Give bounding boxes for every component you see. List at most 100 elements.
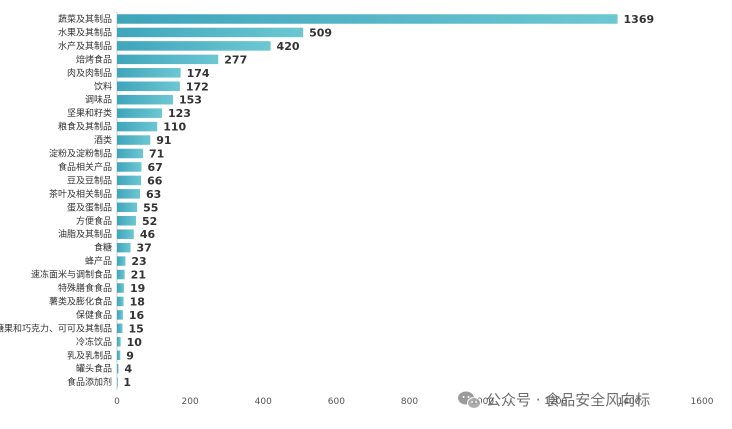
- value-label: 37: [137, 242, 152, 255]
- value-label: 1: [123, 376, 131, 389]
- value-label: 277: [224, 53, 247, 66]
- bar: [117, 310, 123, 320]
- value-label: 15: [128, 322, 143, 335]
- bar: [117, 296, 124, 307]
- value-label: 19: [130, 282, 145, 295]
- bar: [117, 269, 125, 280]
- value-label: 420: [277, 40, 300, 53]
- category-label: 茶叶及相关制品: [49, 188, 112, 200]
- x-tick-label: 200: [182, 397, 199, 407]
- category-label: 粮食及其制品: [58, 121, 112, 133]
- value-label: 66: [147, 174, 163, 187]
- bar: [117, 189, 141, 199]
- value-label: 123: [168, 107, 191, 120]
- category-label: 乳及乳制品: [67, 349, 112, 361]
- category-label: 糖果和巧克力、可可及其制品: [0, 322, 112, 334]
- value-label: 46: [140, 228, 156, 241]
- bar: [117, 135, 151, 145]
- x-tick-label: 400: [255, 397, 272, 407]
- x-tick-label: 1600: [691, 397, 714, 407]
- category-label: 罐头食品: [76, 363, 112, 375]
- category-label: 保健食品: [76, 309, 112, 321]
- bar: [117, 94, 173, 105]
- watermark: 公众号 · 食品安全风向标: [458, 391, 650, 409]
- bar: [117, 283, 124, 293]
- bar: [117, 377, 118, 387]
- bar: [117, 121, 158, 132]
- bar: [117, 148, 143, 159]
- value-label: 67: [148, 161, 163, 174]
- value-label: 23: [131, 255, 146, 268]
- watermark-text: 公众号 · 食品安全风向标: [486, 391, 650, 409]
- category-label: 食糖: [94, 242, 112, 254]
- category-label: 特殊膳食食品: [58, 282, 112, 294]
- bars-layer: [117, 14, 618, 387]
- bar: [117, 242, 131, 253]
- x-tick-label: 800: [401, 397, 418, 407]
- value-label: 71: [149, 148, 164, 161]
- bar: [117, 216, 137, 226]
- value-label: 509: [309, 26, 332, 39]
- category-label: 豆及豆制品: [67, 174, 112, 186]
- bar: [117, 229, 134, 239]
- category-label: 酒类: [94, 134, 112, 146]
- value-label: 18: [130, 295, 145, 308]
- bar: [117, 54, 219, 65]
- x-tick-label: 0: [114, 397, 120, 407]
- bar: [117, 256, 126, 266]
- category-label: 速冻面米与调制食品: [31, 269, 112, 281]
- category-label: 肉及肉制品: [67, 67, 112, 79]
- bar: [117, 14, 618, 24]
- value-label: 153: [179, 94, 202, 107]
- bar: [117, 108, 162, 118]
- x-tick-label: 1400: [617, 397, 640, 407]
- bar: [117, 202, 138, 213]
- value-label: 63: [146, 188, 161, 201]
- category-label: 饮料: [94, 80, 112, 92]
- value-label: 91: [156, 134, 171, 147]
- x-tick-label: 600: [328, 397, 345, 407]
- category-label: 坚果和籽类: [67, 107, 112, 119]
- bar: [117, 41, 271, 51]
- category-label: 食品相关产品: [58, 161, 112, 173]
- value-label: 174: [187, 67, 210, 80]
- value-label: 21: [131, 269, 146, 282]
- value-label: 172: [186, 80, 209, 93]
- category-label: 食品添加剂: [67, 376, 112, 388]
- category-label: 蛋及蛋制品: [67, 201, 112, 213]
- category-label: 调味品: [85, 94, 112, 106]
- category-label: 水产及其制品: [58, 40, 112, 52]
- category-labels: 蔬菜及其制品水果及其制品水产及其制品焙烤食品肉及肉制品饮料调味品坚果和籽类粮食及…: [0, 13, 112, 388]
- category-label: 油脂及其制品: [58, 228, 112, 240]
- value-labels: 1369509420277174172153123110917167666355…: [123, 13, 654, 389]
- value-label: 4: [124, 363, 132, 376]
- x-tick-labels: 0 200 400 600 800 1000 1200 1400 1600: [114, 397, 714, 407]
- bar: [117, 323, 123, 334]
- bar: [117, 68, 181, 78]
- value-label: 110: [163, 121, 186, 134]
- bar: [117, 27, 304, 38]
- wechat-icon: [458, 391, 481, 409]
- value-label: 52: [142, 215, 157, 228]
- bar: [117, 337, 121, 347]
- bar: [117, 363, 119, 374]
- bar: [117, 81, 180, 91]
- category-label: 冷冻饮品: [76, 336, 112, 348]
- bar: [117, 350, 121, 360]
- x-tick-label: 1200: [544, 397, 567, 407]
- x-tick-label: 1000: [471, 397, 494, 407]
- category-label: 水果及其制品: [58, 26, 112, 38]
- value-label: 1369: [624, 13, 655, 26]
- category-label: 薯类及膨化食品: [49, 295, 112, 307]
- category-label: 方便食品: [76, 215, 112, 227]
- category-label: 蔬菜及其制品: [58, 13, 112, 25]
- bar: [117, 162, 142, 172]
- value-label: 16: [129, 309, 145, 322]
- value-label: 55: [143, 201, 158, 214]
- bar: [117, 175, 142, 186]
- value-label: 9: [126, 349, 134, 362]
- category-label: 焙烤食品: [76, 53, 112, 65]
- value-label: 10: [127, 336, 143, 349]
- category-label: 蜂产品: [85, 255, 112, 267]
